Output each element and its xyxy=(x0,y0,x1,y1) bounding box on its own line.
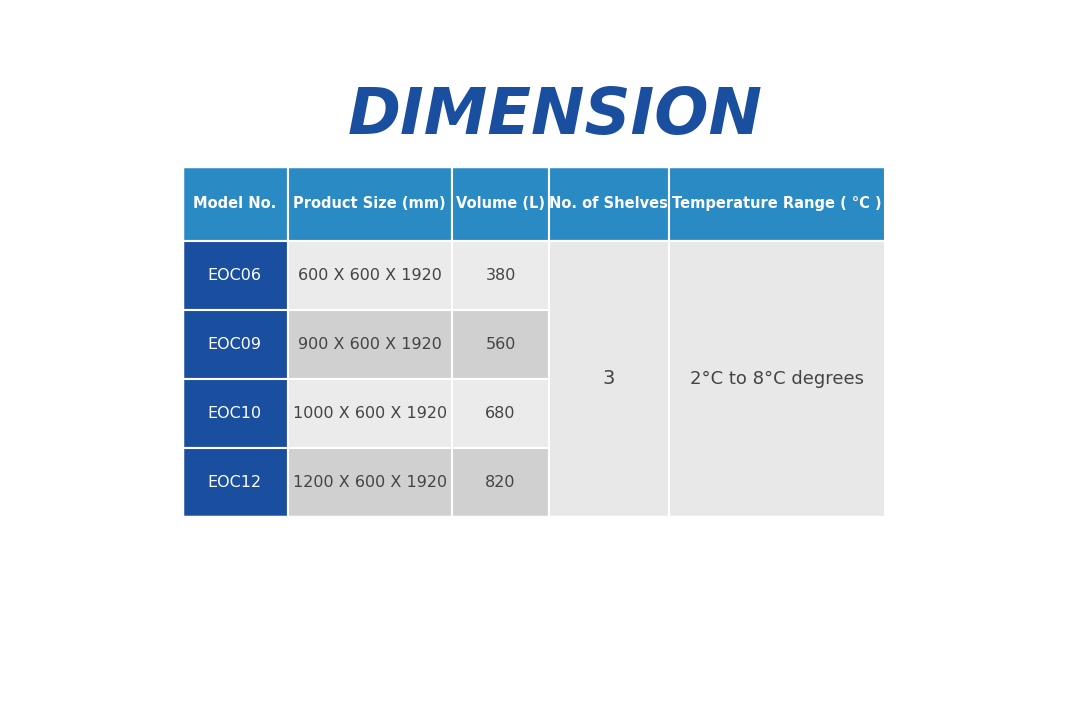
Text: EOC06: EOC06 xyxy=(208,267,262,282)
Bar xyxy=(452,166,549,241)
Text: 600 X 600 X 1920: 600 X 600 X 1920 xyxy=(298,267,442,282)
Bar xyxy=(288,379,452,447)
Text: Volume (L): Volume (L) xyxy=(456,196,545,211)
Text: 820: 820 xyxy=(485,475,516,490)
Text: 900 X 600 X 1920: 900 X 600 X 1920 xyxy=(298,337,442,351)
Bar xyxy=(182,166,928,517)
Text: Model No.: Model No. xyxy=(193,196,276,211)
Bar xyxy=(668,310,885,379)
Text: Product Size (mm): Product Size (mm) xyxy=(293,196,446,211)
Bar xyxy=(549,166,668,241)
Text: EOC12: EOC12 xyxy=(208,475,262,490)
Bar xyxy=(668,166,885,241)
Bar xyxy=(668,379,885,447)
Text: 2°C to 8°C degrees: 2°C to 8°C degrees xyxy=(690,370,864,388)
Text: 1200 X 600 X 1920: 1200 X 600 X 1920 xyxy=(292,475,447,490)
Text: DIMENSION: DIMENSION xyxy=(348,85,762,148)
Bar xyxy=(182,379,288,447)
Bar xyxy=(288,310,452,379)
Text: EOC09: EOC09 xyxy=(208,337,262,351)
Bar xyxy=(549,379,668,447)
Text: Temperature Range ( °C ): Temperature Range ( °C ) xyxy=(673,196,882,211)
Bar xyxy=(288,241,452,310)
Bar xyxy=(182,166,288,241)
Bar xyxy=(182,310,288,379)
Text: 1000 X 600 X 1920: 1000 X 600 X 1920 xyxy=(292,406,447,421)
Bar xyxy=(549,447,668,517)
Bar xyxy=(549,241,668,310)
Text: 560: 560 xyxy=(485,337,516,351)
Text: 3: 3 xyxy=(602,369,615,388)
Bar xyxy=(182,447,288,517)
Bar xyxy=(288,447,452,517)
Bar xyxy=(452,379,549,447)
Bar xyxy=(668,447,885,517)
Bar xyxy=(668,241,885,517)
Bar xyxy=(288,166,452,241)
Bar xyxy=(668,241,885,310)
Text: 380: 380 xyxy=(485,267,516,282)
Bar xyxy=(452,310,549,379)
Text: 680: 680 xyxy=(485,406,516,421)
Bar xyxy=(452,241,549,310)
Bar xyxy=(549,241,668,517)
Text: EOC10: EOC10 xyxy=(208,406,262,421)
Bar xyxy=(549,310,668,379)
Bar xyxy=(452,447,549,517)
Text: No. of Shelves: No. of Shelves xyxy=(549,196,668,211)
Bar xyxy=(182,241,288,310)
